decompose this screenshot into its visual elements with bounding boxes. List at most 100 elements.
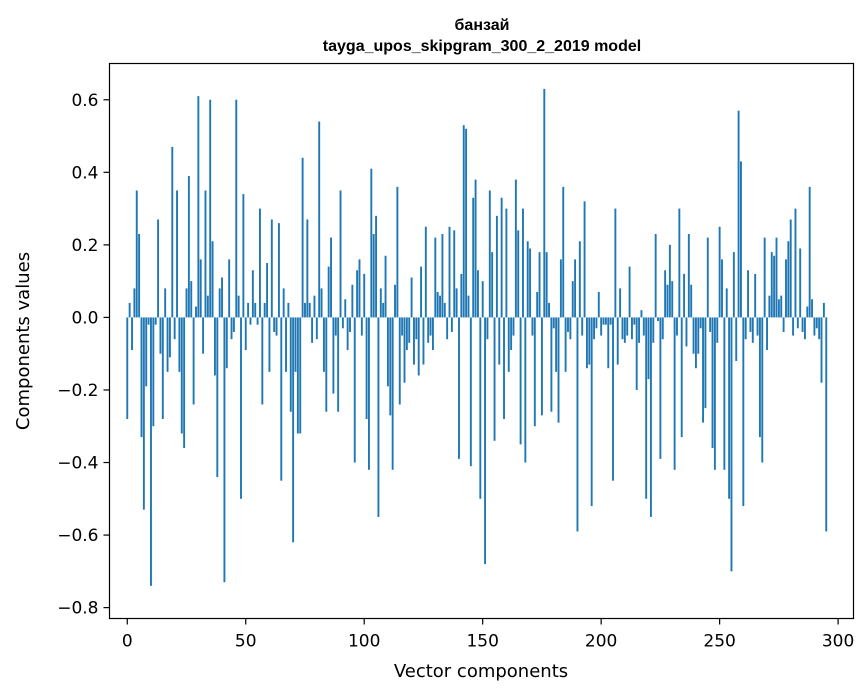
- bar: [526, 241, 529, 318]
- bar: [242, 194, 245, 318]
- bar: [235, 99, 238, 318]
- bar: [652, 317, 655, 343]
- x-axis-ticks: 0 50 100 150 200 250 300: [122, 618, 854, 652]
- bar: [296, 317, 299, 434]
- bar: [410, 277, 413, 318]
- bar: [531, 317, 534, 336]
- bar: [334, 317, 337, 336]
- bar: [325, 317, 328, 412]
- bar: [436, 292, 439, 318]
- bar: [469, 317, 472, 467]
- bar: [375, 215, 378, 318]
- bar: [661, 317, 664, 340]
- bar: [747, 270, 750, 318]
- bar: [221, 277, 223, 318]
- bar: [266, 263, 269, 318]
- bar: [173, 317, 176, 340]
- bar: [152, 317, 155, 427]
- bar: [702, 317, 704, 423]
- bar: [766, 317, 768, 351]
- bar: [638, 317, 641, 343]
- bar: [678, 208, 681, 318]
- bar: [808, 186, 811, 318]
- bar: [721, 259, 723, 318]
- bar: [585, 317, 588, 369]
- bar: [744, 317, 747, 340]
- bar: [609, 317, 612, 325]
- bar: [522, 208, 524, 318]
- bar: [128, 302, 131, 318]
- bar: [228, 259, 231, 318]
- bar: [294, 317, 297, 372]
- bar: [569, 317, 572, 340]
- bar: [202, 317, 205, 354]
- bar: [337, 317, 340, 412]
- bar: [543, 88, 546, 318]
- bar: [213, 317, 216, 376]
- y-tick-label: 0.0: [71, 308, 98, 328]
- bar: [190, 281, 193, 318]
- bar: [462, 125, 465, 318]
- bar: [145, 317, 148, 387]
- bar: [761, 317, 764, 463]
- bar: [785, 259, 787, 318]
- bar: [796, 317, 799, 329]
- bar: [391, 317, 394, 470]
- bar: [820, 317, 823, 383]
- bar: [718, 226, 721, 318]
- bar: [185, 288, 188, 318]
- y-axis-ticks: −0.8 −0.6 −0.4 −0.2 0.0 0.2 0.4 0.6: [57, 91, 110, 619]
- bar: [524, 317, 527, 463]
- bar: [713, 317, 716, 470]
- bar: [600, 317, 603, 336]
- bar: [251, 270, 254, 318]
- bar: [131, 317, 133, 351]
- bar: [332, 317, 335, 394]
- bar: [368, 317, 370, 470]
- bar: [140, 317, 143, 438]
- bar: [301, 157, 304, 318]
- bar: [249, 317, 252, 325]
- bar: [680, 317, 683, 438]
- bar: [154, 317, 157, 325]
- bar: [150, 317, 152, 586]
- bar: [448, 226, 451, 318]
- bar: [339, 190, 342, 318]
- bar: [187, 175, 190, 318]
- chart-title-line-1: банзай: [455, 17, 510, 34]
- bar: [647, 317, 650, 380]
- bar: [822, 302, 825, 318]
- bar: [602, 317, 605, 325]
- bar: [244, 317, 247, 351]
- bar: [742, 317, 745, 507]
- bar: [588, 317, 591, 365]
- bar: [199, 259, 202, 318]
- bar: [401, 317, 404, 336]
- bar: [545, 252, 548, 318]
- y-axis-label: Components values: [13, 252, 34, 430]
- y-tick-label: −0.8: [57, 599, 98, 619]
- bar: [801, 317, 804, 332]
- x-tick-label: 50: [235, 632, 257, 652]
- bar: [517, 230, 520, 318]
- bar: [533, 317, 536, 427]
- x-tick-label: 200: [585, 632, 617, 652]
- bar: [358, 259, 361, 318]
- bar: [311, 317, 314, 343]
- bar: [633, 317, 636, 325]
- bar: [488, 190, 491, 318]
- y-tick-label: −0.2: [57, 381, 98, 401]
- bar: [351, 284, 354, 318]
- bar: [758, 317, 761, 438]
- bar: [273, 317, 276, 332]
- bar: [126, 317, 129, 419]
- bar: [687, 233, 690, 318]
- bar: [370, 168, 373, 318]
- bar: [270, 219, 273, 318]
- bar: [782, 317, 785, 332]
- y-tick-label: 0.6: [71, 91, 98, 111]
- bar: [818, 317, 821, 340]
- bar: [135, 190, 138, 318]
- bar: [799, 248, 802, 318]
- bar: [735, 317, 738, 361]
